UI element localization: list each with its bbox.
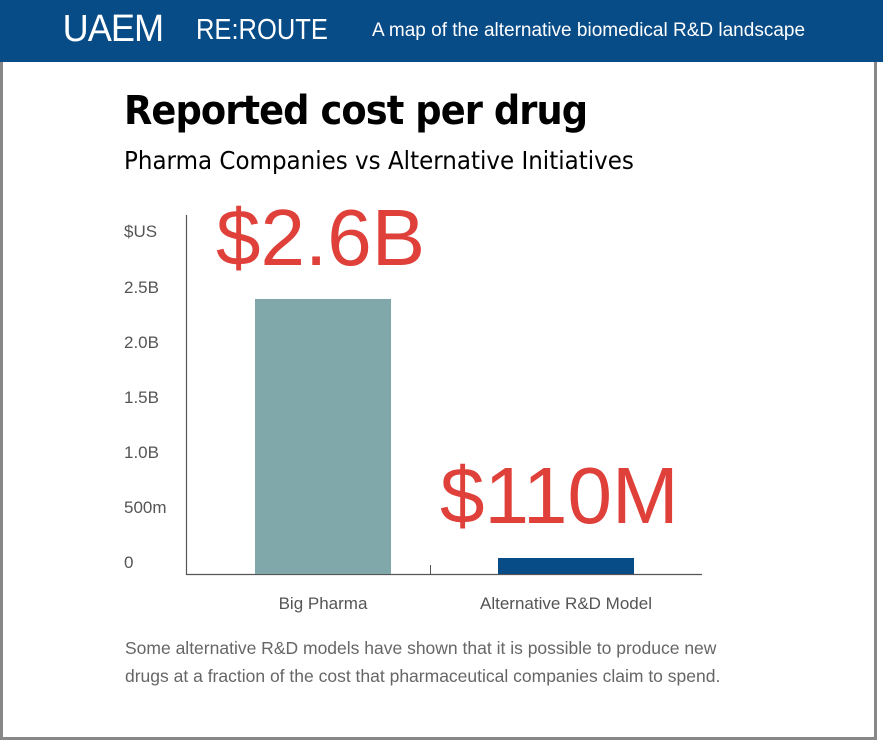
category-label: Alternative R&D Model xyxy=(480,594,652,613)
y-tick-label: 500m xyxy=(124,498,167,517)
app-name[interactable]: RE:ROUTE xyxy=(196,14,328,46)
y-tick-label: 0 xyxy=(124,553,133,572)
chart-title: Reported cost per drug xyxy=(124,88,588,134)
bar-0 xyxy=(255,299,391,574)
bar-1 xyxy=(498,558,634,574)
chart-caption: Some alternative R&D models have shown t… xyxy=(125,638,721,686)
chart-subtitle: Pharma Companies vs Alternative Initiati… xyxy=(124,146,634,175)
category-label: Big Pharma xyxy=(279,594,368,613)
y-axis-label: $US xyxy=(124,222,157,241)
y-tick-label: 2.0B xyxy=(124,333,159,352)
y-tick-label: 1.5B xyxy=(124,388,159,407)
data-label: $110M xyxy=(440,451,679,540)
y-tick-label: 2.5B xyxy=(124,278,159,297)
data-label: $2.6B xyxy=(216,193,425,282)
uaem-logo[interactable]: UAEM xyxy=(62,8,164,50)
header-bar: UAEM RE:ROUTE A map of the alternative b… xyxy=(0,0,883,62)
y-tick-label: 1.0B xyxy=(124,443,159,462)
tagline: A map of the alternative biomedical R&D … xyxy=(372,20,806,41)
